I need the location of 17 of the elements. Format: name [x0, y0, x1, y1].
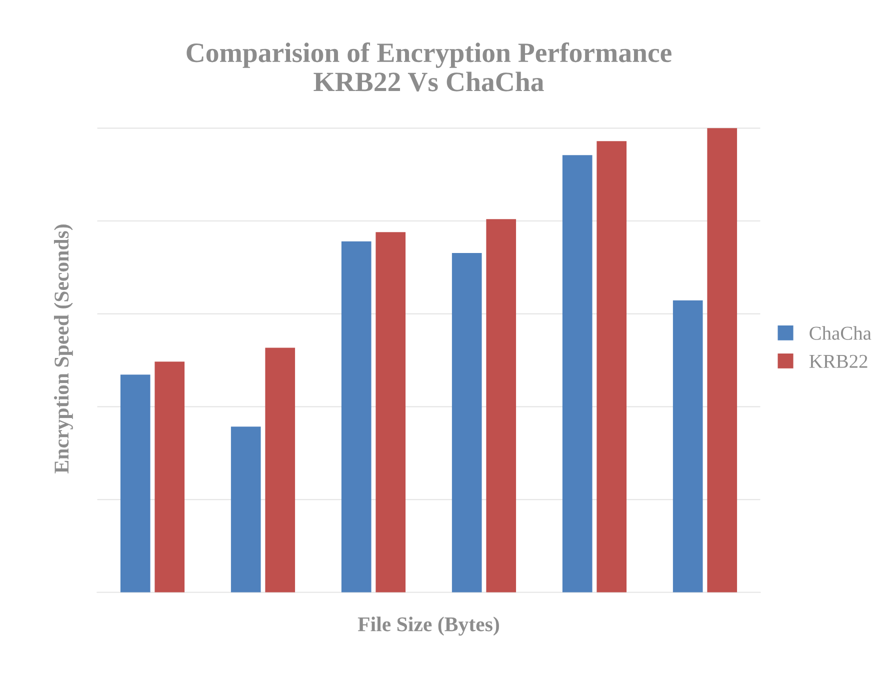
bar — [230, 426, 261, 592]
x-axis-title: File Size (Bytes) — [358, 616, 499, 636]
bar — [486, 219, 516, 592]
bar — [341, 241, 372, 592]
bar — [154, 362, 185, 592]
bar — [562, 155, 592, 592]
legend-label: KRB22 — [809, 354, 868, 368]
bar — [596, 141, 627, 592]
legend-label: ChaCha — [810, 326, 872, 340]
bar — [376, 232, 406, 592]
chart-title: Comparision of Encryption Performance KRB22 Vs ChaCha — [186, 42, 672, 92]
bar — [265, 348, 296, 592]
y-axis-title: Encryption Speed (Seconds) — [54, 224, 73, 474]
bar — [452, 253, 482, 592]
bar — [707, 128, 738, 592]
bar — [120, 374, 150, 592]
bar — [672, 300, 703, 592]
